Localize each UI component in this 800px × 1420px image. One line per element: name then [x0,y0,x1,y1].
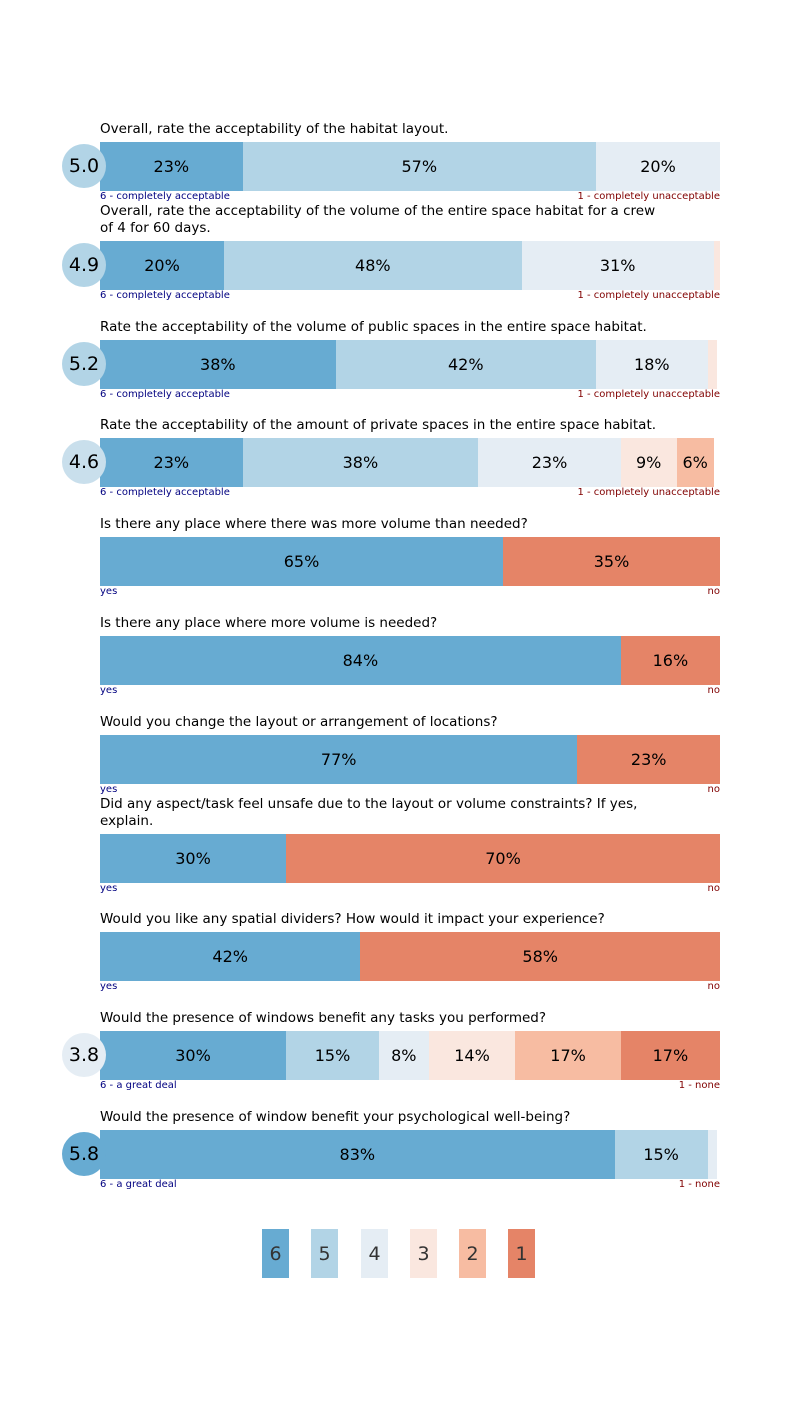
scale-right-label: 1 - completely unacceptable [577,487,720,498]
scale-left-label: yes [100,685,118,696]
bar-segment-level-6: 30% [100,834,286,883]
bar-segment-level-1: 23% [577,735,720,784]
question-title: Overall, rate the acceptability of the h… [100,121,449,137]
question-title: Would the presence of windows benefit an… [100,1010,547,1026]
bar-segment-level-5: 48% [224,241,522,290]
legend-item-4: 4 [361,1229,388,1278]
bar-segment-level-5: 42% [335,340,596,389]
stacked-bar: 30% 70% [100,834,720,883]
scale-right-label: no [707,685,720,696]
mean-score-badge: 5.2 [62,342,106,386]
legend-item-1: 1 [508,1229,535,1278]
bar-segment-level-4: 31% [521,241,714,290]
bar-segment-level-5: 15% [614,1130,708,1179]
mean-score-badge: 3.8 [62,1033,106,1077]
scale-right-label: no [707,586,720,597]
question-title: Overall, rate the acceptability of the v… [100,203,656,236]
bar-segment-level-4 [707,1130,717,1179]
scale-left-label: 6 - completely acceptable [100,389,230,400]
bar-segment-level-2: 6% [676,438,714,487]
stacked-bar: 65% 35% [100,537,720,586]
bar-segment-level-1: 70% [286,834,720,883]
stacked-bar: 77% 23% [100,735,720,784]
scale-left-label: 6 - a great deal [100,1080,177,1091]
scale-right-label: no [707,784,720,795]
stacked-bar: 20% 48% 31% [100,241,720,290]
scale-right-label: no [707,883,720,894]
scale-right-label: 1 - completely unacceptable [577,290,720,301]
question-title: Rate the acceptability of the amount of … [100,417,657,433]
scale-left-label: 6 - completely acceptable [100,487,230,498]
bar-segment-level-3: 14% [428,1031,516,1080]
bar-segment-level-1: 17% [620,1031,720,1080]
bar-segment-level-3: 9% [620,438,677,487]
scale-right-label: 1 - none [678,1179,720,1190]
scale-left-label: 6 - a great deal [100,1179,177,1190]
mean-score-badge: 5.8 [62,1132,106,1176]
question-title: Is there any place where more volume is … [100,615,438,631]
bar-segment-level-6: 83% [100,1130,615,1179]
stacked-bar: 23% 57% 20% [100,142,720,191]
question-title: Would the presence of window benefit you… [100,1109,571,1125]
scale-left-label: 6 - completely acceptable [100,290,230,301]
scale-left-label: 6 - completely acceptable [100,191,230,202]
scale-left-label: yes [100,883,118,894]
bar-segment-level-6: 23% [100,438,243,487]
scale-left-label: yes [100,586,118,597]
bar-segment-level-4: 20% [596,142,720,191]
bar-segment-level-1: 16% [620,636,720,685]
question-title: Would you change the layout or arrangeme… [100,714,498,730]
stacked-bar: 42% 58% [100,932,720,981]
mean-score-badge: 5.0 [62,144,106,188]
question-title: Rate the acceptability of the volume of … [100,319,647,335]
bar-segment-level-6: 65% [100,537,503,586]
bar-segment-level-2: 17% [515,1031,621,1080]
legend-item-6: 6 [262,1229,289,1278]
bar-segment-level-5: 38% [242,438,479,487]
mean-score-badge: 4.9 [62,243,106,287]
legend-item-2: 2 [459,1229,486,1278]
bar-segment-level-4: 8% [379,1031,429,1080]
bar-segment-level-6: 20% [100,241,224,290]
question-title: Would you like any spatial dividers? How… [100,911,605,927]
scale-right-label: 1 - none [678,1080,720,1091]
bar-segment-level-6: 77% [100,735,578,784]
scale-left-label: yes [100,784,118,795]
bar-segment-level-5: 15% [286,1031,379,1080]
bar-segment-level-3 [707,340,717,389]
legend-item-3: 3 [410,1229,437,1278]
scale-right-label: 1 - completely unacceptable [577,389,720,400]
bar-segment-level-1: 58% [360,932,720,981]
bar-segment-level-5: 57% [242,142,596,191]
scale-right-label: 1 - completely unacceptable [577,191,720,202]
bar-segment-level-1: 35% [503,537,720,586]
mean-score-badge: 4.6 [62,440,106,484]
question-title: Did any aspect/task feel unsafe due to t… [100,796,638,829]
scale-left-label: yes [100,981,118,992]
question-title: Is there any place where there was more … [100,516,528,532]
legend-item-5: 5 [311,1229,338,1278]
bar-segment-level-4: 23% [478,438,621,487]
stacked-bar: 38% 42% 18% [100,340,720,389]
bar-segment-level-6: 38% [100,340,336,389]
stacked-bar: 30% 15% 8% 14% 17% 17% [100,1031,720,1080]
bar-segment-level-6: 30% [100,1031,286,1080]
bar-segment-level-4: 18% [596,340,708,389]
bar-segment-level-6: 42% [100,932,361,981]
stacked-bar: 23% 38% 23% 9% 6% [100,438,720,487]
stacked-bar: 84% 16% [100,636,720,685]
scale-right-label: no [707,981,720,992]
bar-segment-level-6: 84% [100,636,621,685]
bar-segment-level-3 [713,241,720,290]
stacked-bar: 83% 15% [100,1130,720,1179]
bar-segment-level-6: 23% [100,142,243,191]
